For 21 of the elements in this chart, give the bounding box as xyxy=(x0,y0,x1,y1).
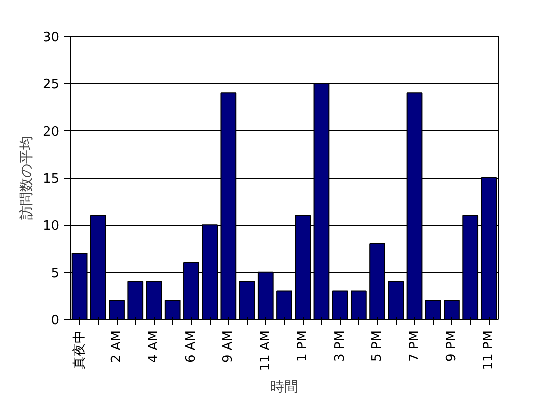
y-tick-label: 20 xyxy=(42,124,60,140)
x-tick-label: 9 PM xyxy=(444,330,460,362)
x-tick-label: 9 AM xyxy=(221,330,236,364)
x-tick-label: 11 AM xyxy=(258,330,274,372)
x-tick-label: 11 PM xyxy=(482,330,497,370)
x-tick-label: 3 PM xyxy=(332,330,348,362)
x-axis-title: 時間 xyxy=(270,379,298,396)
x-tick-label: 6 AM xyxy=(184,330,199,364)
y-tick-label: 25 xyxy=(42,78,60,93)
y-tick-label: 30 xyxy=(42,30,60,46)
x-tick-label: 1 PM xyxy=(296,330,311,362)
x-tick-label: 2 AM xyxy=(110,330,125,364)
x-tick-label: 5 PM xyxy=(370,330,386,362)
y-tick-label: 10 xyxy=(42,219,60,234)
y-tick-label: 5 xyxy=(51,266,60,282)
x-tick-label: 7 PM xyxy=(407,330,422,362)
x-tick-label: 真夜中 xyxy=(71,330,88,370)
y-tick-label: 15 xyxy=(42,172,60,187)
x-tick-label: 4 AM xyxy=(146,330,162,364)
y-axis-title: 訪問数の平均 xyxy=(18,136,35,220)
y-tick-label: 0 xyxy=(51,314,60,328)
